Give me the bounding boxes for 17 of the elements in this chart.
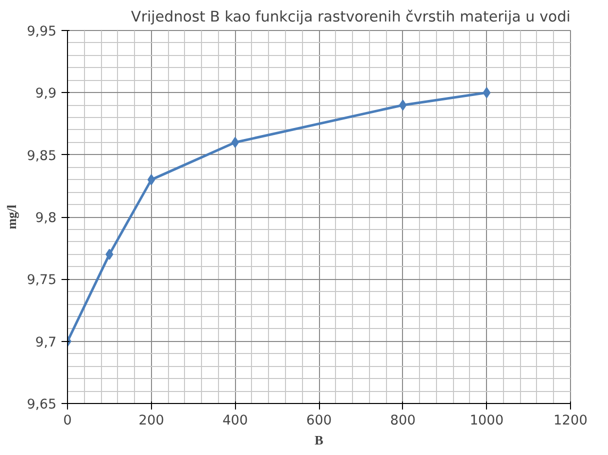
y-tick-label: 9,8 [35,211,57,226]
chart-title: Vrijednost B kao funkcija rastvorenih čvrstih materija u vodi [131,8,571,26]
y-tick-label: 9,95 [26,24,57,40]
x-tick-label: 400 [222,414,248,428]
x-tick-label: 800 [390,414,416,428]
x-axis-title: B [314,432,324,448]
x-tick-label: 200 [138,414,164,428]
y-tick-label: 9,65 [26,398,57,412]
y-tick-label: 9,75 [26,273,57,288]
x-tick-label: 600 [306,414,332,428]
x-tick-label: 1200 [554,414,588,428]
y-axis-title: mg/l [4,204,19,230]
y-tick-label: 9,9 [35,86,57,102]
x-tick-label: 0 [63,414,72,428]
x-tick-label: 1000 [470,414,504,428]
y-tick-label: 9,85 [26,148,57,164]
y-tick-label: 9,7 [35,335,57,350]
